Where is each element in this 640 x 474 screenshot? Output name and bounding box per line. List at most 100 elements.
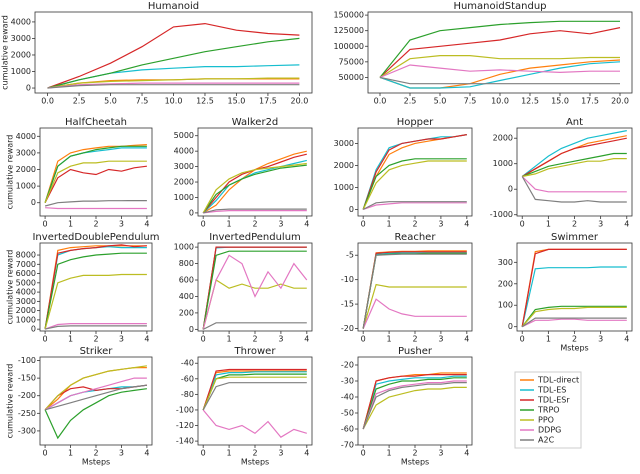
series-line	[362, 283, 467, 329]
x-tick-label: 2.5	[404, 97, 417, 106]
x-tick-label: 0	[520, 335, 525, 344]
series-line	[47, 22, 300, 89]
y-tick-label: 200	[179, 308, 194, 317]
x-tick-label: 15.0	[551, 97, 569, 106]
x-tick-label: 2	[412, 220, 417, 229]
series-line	[44, 384, 147, 411]
x-tick-label: 3	[438, 220, 443, 229]
series-line	[379, 64, 620, 78]
series-line	[362, 201, 467, 210]
x-axis-label: Msteps	[401, 458, 429, 467]
series-line	[362, 374, 467, 430]
series-line	[379, 20, 620, 78]
series-line	[44, 165, 147, 203]
y-tick-label: -20	[341, 324, 354, 333]
panel-title: InvertedPendulum	[209, 232, 301, 243]
y-tick-label: 2000	[11, 50, 31, 59]
x-tick-label: 0	[361, 449, 366, 458]
panel-title: Striker	[80, 346, 114, 357]
series-line	[44, 325, 147, 330]
y-tick-label: 100	[498, 301, 513, 310]
y-tick-label: 5000	[16, 278, 36, 287]
series-line	[362, 134, 467, 210]
x-tick-label: 3	[119, 335, 124, 344]
series-line	[362, 298, 467, 329]
x-axis-label: Msteps	[241, 458, 269, 467]
x-tick-label: 3	[278, 449, 283, 458]
series-line	[202, 150, 307, 214]
y-tick-label: -100	[176, 405, 194, 414]
x-tick-label: 3	[119, 220, 124, 229]
panel-title: HalfCheetah	[65, 117, 127, 128]
series-line	[362, 252, 467, 329]
y-tick-label: 300	[498, 258, 513, 267]
y-tick-label: 125000	[333, 26, 364, 35]
plot-frame	[197, 127, 313, 217]
x-tick-label: 4	[624, 335, 629, 344]
x-tick-label: 1	[227, 220, 232, 229]
x-tick-label: 20.0	[611, 97, 629, 106]
y-axis-label: cumulative reward	[6, 135, 15, 210]
series-line	[44, 365, 147, 411]
x-tick-label: 17.5	[581, 97, 599, 106]
series-line	[45, 207, 147, 210]
x-tick-label: 0	[43, 335, 48, 344]
x-tick-label: 1	[227, 335, 232, 344]
x-tick-label: 2	[572, 220, 577, 229]
x-tick-label: 4	[464, 449, 469, 458]
y-tick-label: -30	[341, 377, 354, 386]
x-tick-label: 1	[546, 220, 551, 229]
series-line	[521, 248, 627, 327]
panel-title: Reacher	[395, 232, 437, 243]
x-tick-label: 0.0	[374, 97, 387, 106]
series-line	[522, 158, 627, 178]
x-tick-label: 0	[361, 220, 366, 229]
x-tick-label: 4	[464, 335, 469, 344]
series-line	[521, 176, 627, 203]
legend-label: TDL-ESr	[537, 396, 570, 405]
x-tick-label: 0	[520, 220, 525, 229]
series-line	[202, 409, 307, 438]
plot-frame	[39, 356, 153, 446]
y-tick-label: -140	[176, 437, 194, 446]
x-tick-label: 0	[201, 335, 206, 344]
y-tick-label: 2000	[493, 134, 513, 143]
series-line	[362, 377, 467, 430]
x-tick-label: 7.5	[464, 97, 477, 106]
x-tick-label: 4	[304, 335, 309, 344]
series-line	[362, 160, 467, 210]
series-line	[362, 251, 467, 329]
y-tick-label: -50	[341, 409, 354, 418]
panel-title: Thrower	[234, 346, 277, 357]
x-tick-label: 12.5	[196, 97, 214, 106]
panel-title: Swimmer	[551, 232, 599, 243]
x-tick-label: 3	[278, 335, 283, 344]
y-tick-label: -15	[341, 300, 354, 309]
x-tick-label: 2	[252, 449, 257, 458]
panel-title: Hopper	[397, 117, 434, 128]
x-tick-label: 2	[412, 335, 417, 344]
series-line	[44, 246, 147, 330]
x-tick-label: 3	[278, 220, 283, 229]
series-line	[202, 254, 308, 330]
y-tick-label: -200	[18, 391, 36, 400]
x-tick-label: 7.5	[136, 97, 149, 106]
y-tick-label: -120	[176, 421, 194, 430]
y-tick-label: -20	[341, 361, 354, 370]
x-tick-label: 2	[93, 220, 98, 229]
panel-title: Humanoid	[148, 1, 199, 12]
series-line	[379, 61, 621, 89]
y-tick-label: -150	[18, 374, 36, 383]
y-axis-label: cumulative reward	[6, 364, 15, 439]
series-line	[521, 176, 627, 193]
legend-label: PPO	[538, 416, 554, 425]
series-line	[362, 380, 467, 430]
x-tick-label: 1	[227, 449, 232, 458]
series-line	[203, 208, 307, 214]
panel-title: Walker2d	[232, 117, 279, 128]
legend-label: DDPG	[538, 426, 561, 435]
series-line	[202, 376, 307, 411]
y-tick-label: 4000	[11, 17, 31, 26]
series-line	[521, 305, 627, 328]
